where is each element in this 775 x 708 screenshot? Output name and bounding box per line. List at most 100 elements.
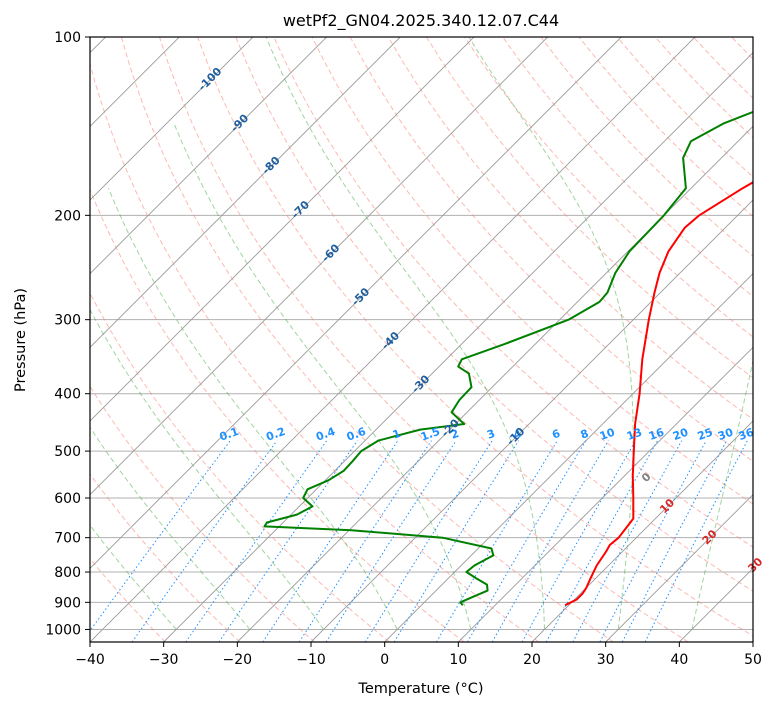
mixing-ratio-line (393, 440, 520, 642)
mixing-ratio-line (131, 440, 278, 642)
x-tick-label: 30 (597, 652, 615, 668)
mixing-ratio-line (435, 440, 558, 642)
x-axis: −40 −30 −20 −10 0 10 20 30 40 50 (75, 642, 762, 668)
x-tick-label: 10 (449, 652, 467, 668)
moist-adiabat (265, 37, 546, 630)
isotherm (752, 641, 753, 642)
dry-adiabat (425, 37, 753, 379)
x-tick-label: 20 (523, 652, 541, 668)
isotherm (163, 52, 753, 642)
dry-adiabat (90, 473, 241, 642)
isotherm-label: -30 (409, 372, 432, 395)
isotherm-label: -70 (289, 198, 312, 221)
dry-adiabat (692, 37, 753, 99)
isotherm (90, 37, 328, 275)
mixing-ratio-line (491, 440, 609, 642)
isotherm (310, 199, 753, 642)
dry-adiabat (90, 385, 316, 642)
mixing-ratio-line (298, 440, 432, 642)
dry-adiabat (159, 37, 689, 642)
mixing-ratio-line (90, 440, 231, 632)
moist-adiabat (107, 188, 398, 630)
mixing-ratio-label: 16 (647, 425, 666, 443)
mixing-ratio-label: 1.5 (419, 425, 442, 444)
dry-adiabat (235, 37, 753, 592)
y-tick-label: 200 (54, 208, 81, 224)
x-axis-title: Temperature (°C) (357, 681, 483, 697)
y-axis: 100 200 300 400 500 600 700 800 900 1000 (45, 30, 90, 638)
mixing-ratio-label: 6 (550, 427, 562, 442)
isotherm (458, 346, 753, 642)
isotherm (384, 273, 753, 642)
mixing-ratio-line (185, 440, 328, 642)
dry-adiabat (197, 37, 753, 637)
x-tick-label: −20 (223, 652, 253, 668)
isotherm (605, 494, 753, 642)
dry-adiabat (90, 62, 540, 642)
mixing-ratio-line (521, 440, 637, 642)
y-tick-label: 500 (54, 444, 81, 460)
mixing-ratio-line (572, 440, 683, 642)
mixing-ratio-label: 2 (449, 427, 461, 442)
dry-adiabat (578, 37, 753, 218)
x-tick-label: −30 (149, 652, 179, 668)
isotherm (90, 37, 622, 569)
dry-adiabat (464, 37, 753, 338)
moist-adiabat (90, 524, 177, 630)
x-tick-label: −40 (75, 652, 105, 668)
x-tick-label: −10 (296, 652, 326, 668)
mixing-ratio-label: 8 (579, 427, 591, 442)
moist-adiabat (173, 123, 472, 630)
mixing-ratio-label: 10 (598, 425, 617, 443)
y-tick-label: 800 (54, 565, 81, 581)
isotherm (531, 420, 753, 642)
mixing-ratio-label: 0.2 (264, 425, 287, 444)
dry-adiabat (770, 37, 775, 642)
isotherm-label: -40 (379, 329, 402, 352)
y-tick-label: 400 (54, 387, 81, 403)
mixing-ratio-label: 20 (671, 425, 690, 443)
moist-adiabat (468, 37, 634, 630)
y-tick-label: 300 (54, 313, 81, 329)
y-tick-label: 1000 (45, 622, 81, 638)
moist-adiabat (90, 308, 324, 630)
x-tick-label: 50 (744, 652, 762, 668)
mixing-ratio-label: 1 (391, 427, 403, 442)
dry-adiabat (273, 37, 753, 548)
isotherm (90, 37, 475, 422)
dry-adiabat (90, 292, 390, 642)
mixing-ratio-line (599, 440, 707, 642)
isotherm-label: -80 (260, 154, 283, 177)
isotherm-label: -10 (504, 425, 527, 448)
grid-layer (90, 37, 753, 630)
mixing-ratio-label: 25 (696, 426, 715, 443)
mixing-ratio-line (644, 440, 748, 642)
moist-adiabat (691, 358, 753, 630)
dry-adiabat (349, 37, 753, 462)
isotherm-label: -90 (228, 111, 251, 134)
y-axis-title: Pressure (hPa) (13, 288, 29, 392)
isotherm-label: -60 (319, 241, 342, 264)
dry-adiabat (90, 188, 465, 642)
dewpoint-profile (263, 110, 753, 606)
y-tick-label: 600 (54, 491, 81, 507)
mixing-ratio-line (262, 440, 399, 642)
mixing-ratio-label: 0.4 (314, 425, 337, 444)
dry-adiabat (120, 37, 614, 642)
mixing-ratio-line (364, 440, 493, 642)
mixing-ratio-label: 0.1 (218, 425, 241, 444)
series-layer (263, 110, 753, 607)
isotherm (90, 37, 549, 496)
isotherm-label: -50 (349, 285, 372, 308)
x-tick-label: 0 (380, 652, 389, 668)
temperature-profile (564, 181, 753, 607)
mixing-ratio-label: 30 (716, 425, 735, 443)
isotherm-label: -100 (196, 65, 225, 94)
mixing-ratio-label: 3 (485, 427, 497, 442)
y-tick-label: 700 (54, 531, 81, 547)
mixing-ratio-label: 13 (625, 426, 644, 443)
mixing-ratio-label: 0.6 (345, 425, 368, 444)
isotherm (90, 37, 254, 201)
isotherm (90, 37, 696, 642)
moist-adiabat (90, 426, 251, 630)
